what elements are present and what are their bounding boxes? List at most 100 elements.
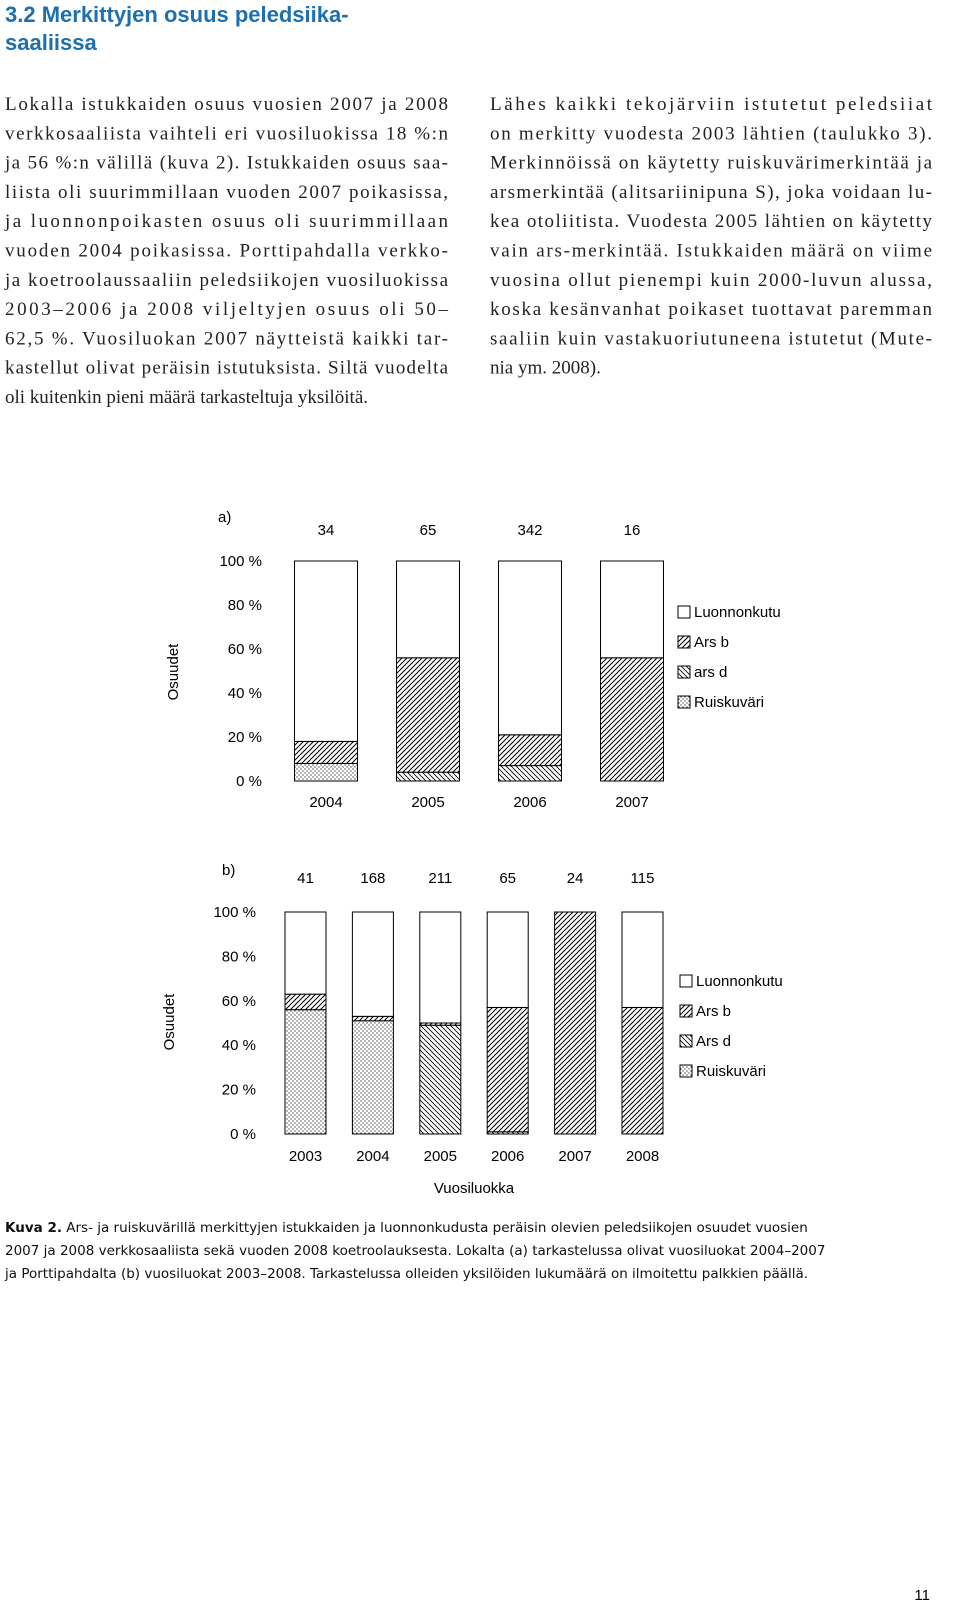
bar-segment	[284, 993, 327, 1011]
x-tick-label: 2006	[513, 794, 546, 811]
y-tick-label: 100 %	[213, 904, 256, 921]
legend-label: Ars b	[696, 1003, 731, 1020]
bar-segment	[621, 1006, 664, 1135]
x-tick-label: 2006	[491, 1148, 524, 1165]
caption-line: ja Porttipahdalta (b) vuosiluokat 2003–2…	[4, 1266, 808, 1282]
body-line: Merkinnöissä on käytetty ruiskuvärimerki…	[490, 153, 933, 174]
body-line: ja koetroolaussaaliin peledsiikojen vuos…	[4, 270, 449, 291]
chart-title: b)	[222, 862, 235, 879]
body-line: koska kesänvanhat poikaset tuottavat par…	[490, 299, 933, 320]
y-tick-label: 100 %	[219, 553, 262, 570]
y-tick-label: 20 %	[222, 1082, 256, 1099]
bar-segment	[284, 911, 327, 995]
y-tick-label: 80 %	[228, 597, 262, 614]
count-label: 34	[318, 522, 335, 539]
body-line: Lähes kaikki tekojärviin istutetut peled…	[490, 94, 933, 115]
legend-label: Ars d	[696, 1033, 731, 1050]
body-line: verkkosaaliista vaihteli eri vuosiluokis…	[5, 123, 449, 144]
y-axis-label: Osuudet	[165, 643, 182, 701]
bar-segment	[554, 911, 597, 1135]
bar-segment	[284, 1009, 327, 1135]
body-line: nia ym. 2008).	[490, 358, 601, 379]
count-label: 342	[517, 522, 542, 539]
x-tick-label: 2005	[424, 1148, 457, 1165]
caption-line: 2007 ja 2008 verkkosaaliista sekä vuoden…	[5, 1243, 825, 1259]
body-line: kastellut olivat peräisin istutuksista. …	[5, 358, 449, 379]
legend-label: Ruiskuväri	[696, 1063, 766, 1080]
body-line: vain ars-merkintää. Istukkaiden määrä on…	[490, 241, 932, 262]
body-line: on merkitty vuodesta 2003 lähtien (taulu…	[490, 123, 932, 144]
count-label: 16	[624, 522, 641, 539]
body-line: arsmerkintää (alitsariinipuna S), joka v…	[490, 182, 932, 203]
y-tick-label: 60 %	[222, 993, 256, 1010]
y-axis-label: Osuudet	[161, 993, 178, 1051]
legend-label: Luonnonkutu	[696, 973, 783, 990]
bar-segment	[486, 911, 529, 1008]
bar-segment	[351, 1020, 394, 1135]
body-line: vuoden 2004 poikasissa. Porttipahdalla v…	[5, 241, 448, 262]
legend-swatch	[679, 1004, 693, 1018]
legend-swatch	[679, 974, 693, 988]
page-number: 11	[914, 1587, 930, 1604]
bar-segment	[294, 762, 358, 782]
count-label: 65	[499, 870, 516, 887]
bar-segment	[498, 734, 562, 767]
legend-label: Ruiskuväri	[694, 694, 764, 711]
x-tick-label: 2003	[289, 1148, 322, 1165]
x-tick-label: 2004	[309, 794, 342, 811]
bar-segment	[396, 771, 460, 782]
y-tick-label: 60 %	[228, 641, 262, 658]
count-label: 211	[428, 870, 452, 887]
bar-segment	[294, 740, 358, 764]
bar-segment	[486, 1006, 529, 1133]
x-tick-label: 2007	[558, 1148, 591, 1165]
count-label: 41	[297, 870, 314, 887]
bar-segment	[294, 560, 358, 742]
body-line: 2003–2006 ja 2008 viljeltyjen osuus oli …	[5, 299, 449, 320]
x-tick-label: 2008	[626, 1148, 659, 1165]
body-line: ja luonnonpoikasten osuus oli suurimmill…	[4, 211, 449, 232]
caption-line: Kuva 2. Ars- ja ruiskuvärillä merkittyje…	[5, 1220, 808, 1236]
bar-segment	[600, 560, 664, 659]
caption-text: Ars- ja ruiskuvärillä merkittyjen istukk…	[66, 1220, 808, 1236]
bar-segment	[351, 911, 394, 1017]
bar-segment	[396, 657, 460, 773]
count-label: 168	[360, 870, 385, 887]
legend-label: Ars b	[694, 634, 729, 651]
x-tick-label: 2007	[615, 794, 648, 811]
count-label: 65	[420, 522, 437, 539]
legend-swatch	[679, 1064, 693, 1078]
body-line: saaliin kuin vastakuoriutuneena istutetu…	[490, 328, 932, 349]
y-tick-label: 0 %	[230, 1126, 256, 1143]
caption-label: Kuva 2.	[5, 1220, 62, 1236]
body-line: Lokalla istukkaiden osuus vuosien 2007 j…	[5, 94, 448, 115]
x-tick-label: 2004	[356, 1148, 389, 1165]
x-tick-label: 2005	[411, 794, 444, 811]
y-tick-label: 40 %	[222, 1037, 256, 1054]
legend-swatch	[677, 695, 691, 709]
legend-swatch	[677, 635, 691, 649]
heading: saaliissa	[5, 30, 98, 55]
heading: 3.2 Merkittyjen osuus peledsiika-	[5, 2, 349, 27]
legend-label: ars d	[694, 664, 727, 681]
y-tick-label: 20 %	[228, 729, 262, 746]
x-axis-label: Vuosiluokka	[434, 1180, 515, 1197]
y-tick-label: 40 %	[228, 685, 262, 702]
bar-segment	[396, 560, 460, 659]
body-line: liista oli suurimmillaan vuoden 2007 poi…	[5, 182, 448, 203]
chart-title: a)	[218, 509, 231, 526]
bar-segment	[498, 765, 562, 782]
body-line: oli kuitenkin pieni määrä tarkasteltuja …	[5, 387, 368, 408]
body-line: vuosina ollut pienempi kuin 2000-luvun a…	[490, 270, 932, 291]
y-tick-label: 0 %	[236, 773, 262, 790]
body-line: 62,5 %. Vuosiluokan 2007 näytteistä kaik…	[5, 328, 448, 349]
bar-segment	[419, 1024, 462, 1135]
y-tick-label: 80 %	[222, 948, 256, 965]
legend-label: Luonnonkutu	[694, 604, 781, 621]
bar-segment	[600, 657, 664, 782]
body-line: ja 56 %:n välillä (kuva 2). Istukkaiden …	[4, 153, 448, 174]
count-label: 115	[631, 870, 655, 887]
bar-segment	[621, 911, 664, 1008]
body-line: kea otoliitista. Vuodesta 2005 lähtien o…	[490, 211, 933, 232]
